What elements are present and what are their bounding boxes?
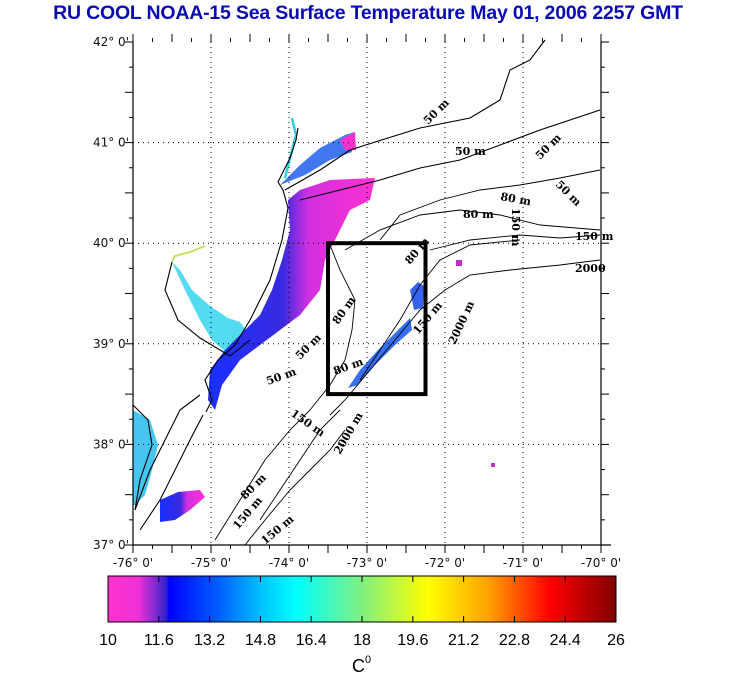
chart-title: RU COOL NOAA-15 Sea Surface Temperature … <box>53 2 683 24</box>
bathymetry-contours <box>214 169 601 546</box>
sst-shelf-streak <box>348 318 412 388</box>
sst-speck <box>456 260 462 266</box>
sst-hudson <box>283 117 298 179</box>
x-tick-label: -75° 0' <box>191 556 231 570</box>
sst-nj-plume <box>208 178 375 410</box>
contour-label: 2000 <box>575 262 606 275</box>
x-tick-label: -74° 0' <box>269 556 309 570</box>
contour-label: 2000 m <box>446 299 477 347</box>
sst-delaware-bay <box>172 262 246 358</box>
contour-label: 150 m <box>575 230 614 243</box>
y-tick-label: 41° 0' <box>93 136 129 150</box>
contour-label: 50 m <box>455 145 486 158</box>
colorbar-tick-label: 19.6 <box>397 632 428 649</box>
colorbar-tick-label: 16.4 <box>296 632 327 649</box>
colorbar-tick-label: 14.8 <box>245 632 276 649</box>
colorbar-tick-label: 24.4 <box>550 632 581 649</box>
x-tick-label: -73° 0' <box>347 556 387 570</box>
y-tick-label: 42° 0' <box>93 35 129 49</box>
sst-lis-pink <box>340 132 356 150</box>
colorbar-ticks: 10 11.6 13.2 14.8 16.4 18 19.6 21.2 22.8 24.4 26 <box>99 576 625 649</box>
contour-label: 80 m <box>463 208 494 221</box>
x-tick-label: -70° 0' <box>581 556 621 570</box>
colorbar-tick-label: 21.2 <box>448 632 479 649</box>
coastline <box>132 39 601 531</box>
sst-delaware-river <box>171 245 206 263</box>
colorbar-tick-label: 11.6 <box>144 632 174 649</box>
contour-label: 50 m <box>553 178 584 209</box>
contour-label: 2000 m <box>331 410 365 457</box>
contour-label: 50 m <box>293 331 324 362</box>
colorbar-gradient <box>107 575 617 623</box>
y-tick-label: 38° 0' <box>93 437 129 451</box>
sst-speck <box>491 463 495 467</box>
contour-label: 80 m <box>402 235 432 267</box>
x-tick-label: -72° 0' <box>425 556 465 570</box>
sst-field <box>133 117 495 522</box>
contour-label: 80 m <box>499 190 532 208</box>
contour-label: 150 m <box>509 208 522 247</box>
contour-label: 50 m <box>533 131 564 162</box>
y-tick-label: 39° 0' <box>93 337 129 351</box>
sst-chesapeake-plume <box>160 490 205 522</box>
colorbar: 10 11.6 13.2 14.8 16.4 18 19.6 21.2 22.8 24.4 26 C… <box>99 575 625 676</box>
contour-label: 50 m <box>265 365 299 388</box>
y-tick-label: 40° 0' <box>93 236 129 250</box>
y-tick-label: 37° 0' <box>93 538 129 552</box>
colorbar-tick-label: 22.8 <box>499 632 530 649</box>
sst-chesapeake <box>133 410 158 505</box>
region-box <box>326 241 428 397</box>
colorbar-unit: C0 <box>352 654 371 676</box>
sst-long-island-sound <box>280 132 355 185</box>
colorbar-tick-label: 10 <box>99 632 117 649</box>
graticule <box>133 42 601 545</box>
axes: -76° 0' -75° 0' -74° 0' -73° 0' -72° 0' -71° … <box>93 34 621 570</box>
colorbar-tick-label: 26 <box>607 632 625 649</box>
x-tick-label: -71° 0' <box>503 556 543 570</box>
colorbar-tick-label: 18 <box>353 632 371 649</box>
colorbar-tick-label: 13.2 <box>194 632 225 649</box>
x-tick-label: -76° 0' <box>113 556 153 570</box>
sst-shelf-streak-2 <box>410 282 424 310</box>
contour-label: 150 m <box>259 512 297 547</box>
